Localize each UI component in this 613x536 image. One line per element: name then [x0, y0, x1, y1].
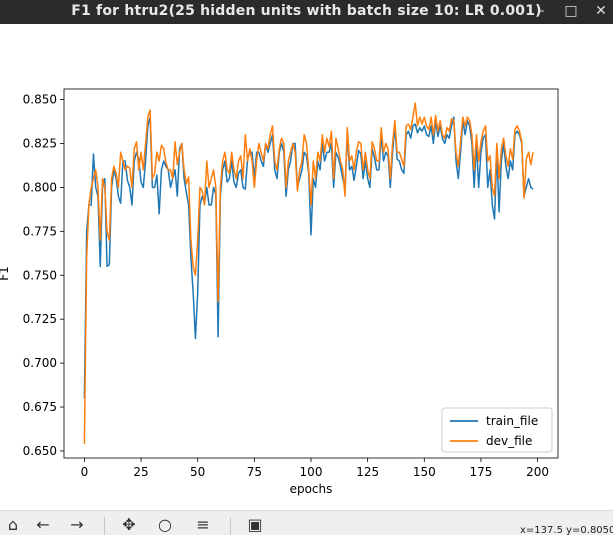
navigation-toolbar: ⌂ ← → ✥ ○ ≡ ▣ x=137.5 y=0.8050: [0, 510, 613, 536]
plot-series: [83, 102, 534, 444]
configure-subplots-icon[interactable]: ≡: [196, 515, 210, 534]
x-tick-label: 200: [526, 465, 549, 479]
window-title: F1 for htru2(25 hidden units with batch …: [71, 3, 542, 19]
cursor-coordinates: x=137.5 y=0.8050: [520, 525, 613, 536]
x-tick-label: 50: [190, 465, 205, 479]
window-titlebar: F1 for htru2(25 hidden units with batch …: [0, 0, 613, 24]
zoom-icon[interactable]: ○: [158, 515, 172, 534]
y-tick-label: 0.825: [23, 136, 57, 150]
plot-frame: [63, 88, 559, 459]
y-tick-label: 0.700: [23, 356, 57, 370]
x-tick-label: 25: [133, 465, 148, 479]
y-tick-label: 0.850: [23, 93, 57, 107]
x-tick-label: 100: [300, 465, 323, 479]
y-tick-label: 0.650: [23, 444, 57, 458]
y-axis-label: F1: [0, 266, 11, 281]
series-line-dev_file: [83, 102, 534, 444]
y-tick-label: 0.800: [23, 180, 57, 194]
home-icon[interactable]: ⌂: [7, 515, 19, 534]
x-axis-label: epochs: [290, 482, 333, 496]
y-tick-label: 0.725: [23, 312, 57, 326]
save-icon[interactable]: ▣: [247, 515, 263, 534]
x-tick-label: 0: [81, 465, 89, 479]
legend-label-train_file: train_file: [486, 414, 538, 428]
minimize-icon[interactable]: –: [537, 3, 545, 19]
line-chart: 0 25 50 75 100 125 150 175 200 0.650 0.675 0.700 0.7…: [0, 88, 559, 496]
back-arrow-icon[interactable]: ←: [36, 515, 50, 534]
x-tick-label: 125: [356, 465, 379, 479]
y-tick-label: 0.775: [23, 224, 57, 238]
x-tick-label: 150: [413, 465, 436, 479]
maximize-icon[interactable]: □: [564, 3, 578, 19]
figure-canvas[interactable]: 0 25 50 75 100 125 150 175 200 0.650 0.675 0.700 0.7…: [0, 24, 613, 510]
pan-icon[interactable]: ✥: [122, 515, 136, 534]
y-tick-label: 0.675: [23, 400, 57, 414]
x-tick-label: 175: [470, 465, 493, 479]
legend: train_file dev_file: [441, 407, 553, 453]
plot-axes: 0 25 50 75 100 125 150 175 200 0.650 0.675 0.700 0.7…: [0, 88, 559, 496]
y-tick-label: 0.750: [23, 268, 57, 282]
x-tick-label: 75: [247, 465, 262, 479]
toolbar-separator: [230, 517, 231, 535]
close-icon[interactable]: ✕: [595, 3, 607, 19]
legend-label-dev_file: dev_file: [486, 434, 532, 448]
toolbar-separator: [104, 517, 105, 535]
forward-arrow-icon[interactable]: →: [70, 515, 84, 534]
